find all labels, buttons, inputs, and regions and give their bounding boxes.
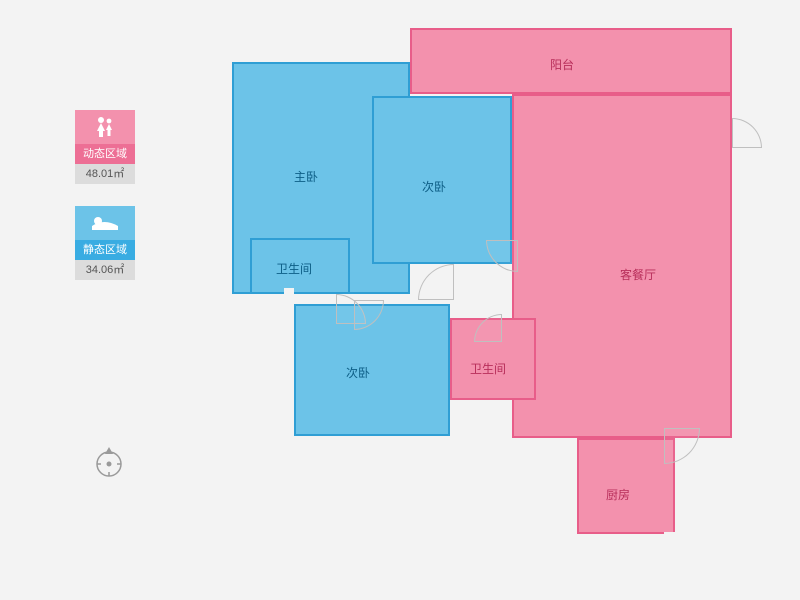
sleep-icon bbox=[75, 206, 135, 240]
door-arc-6 bbox=[732, 118, 762, 148]
room-kitchen bbox=[577, 438, 675, 534]
door-arc-0 bbox=[418, 264, 454, 300]
room-balcony bbox=[410, 28, 732, 94]
legend-dynamic: 动态区域 48.01㎡ bbox=[75, 110, 135, 184]
legend-static-title: 静态区域 bbox=[75, 240, 135, 260]
legend-static: 静态区域 34.06㎡ bbox=[75, 206, 135, 280]
legend-dynamic-title: 动态区域 bbox=[75, 144, 135, 164]
people-icon bbox=[75, 110, 135, 144]
room-second1 bbox=[372, 96, 512, 264]
wall-gap-1 bbox=[284, 330, 294, 354]
wall-gap-2 bbox=[664, 532, 690, 542]
room-living bbox=[512, 94, 732, 438]
legend-panel: 动态区域 48.01㎡ 静态区域 34.06㎡ bbox=[75, 110, 135, 302]
door-arc-3 bbox=[486, 240, 518, 272]
compass-icon bbox=[92, 445, 126, 479]
room-bath1 bbox=[250, 238, 350, 294]
door-arc-5 bbox=[664, 428, 700, 464]
legend-dynamic-value: 48.01㎡ bbox=[75, 164, 135, 184]
legend-static-value: 34.06㎡ bbox=[75, 260, 135, 280]
floor-plan: 阳台客餐厅厨房卫生间主卧次卧卫生间次卧 bbox=[232, 28, 732, 548]
wall-gap-0 bbox=[284, 288, 294, 312]
